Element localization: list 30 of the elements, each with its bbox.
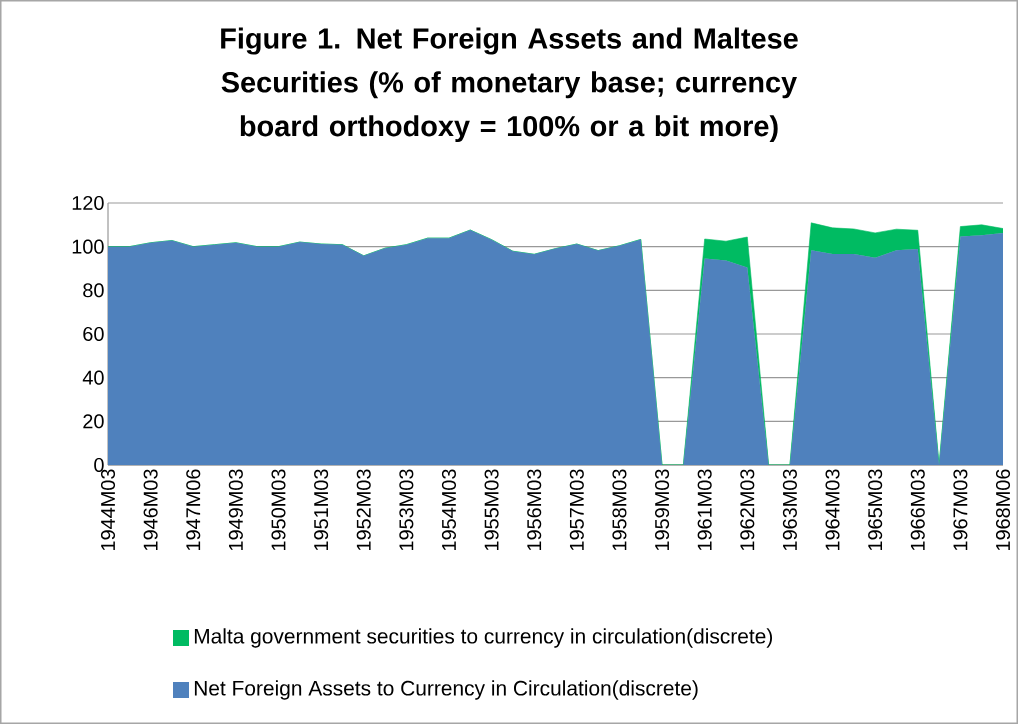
x-tick-label: 1963M03 xyxy=(782,469,797,551)
x-tick-label: 1958M03 xyxy=(612,469,627,551)
x-tick-label: 1957M03 xyxy=(569,469,584,551)
legend-label: Malta government securities to currency in circulation(discrete) xyxy=(194,628,773,648)
x-tick-label: 1952M03 xyxy=(356,469,371,551)
y-tick-label: 60 xyxy=(83,326,104,342)
y-tick-label: 20 xyxy=(83,414,104,429)
x-tick-label: 1956M03 xyxy=(527,469,542,551)
x-tick-label: 1950M03 xyxy=(271,469,286,551)
x-tick-label: 1954M03 xyxy=(441,469,457,551)
x-tick-label: 1951M03 xyxy=(314,469,329,551)
x-tick-label: 1961M03 xyxy=(697,469,712,551)
x-tick-label: 1955M03 xyxy=(484,469,499,551)
x-tick-label: 1966M03 xyxy=(910,469,925,551)
y-tick-label: 120 xyxy=(72,195,104,211)
x-tick-label: 1946M03 xyxy=(143,469,158,551)
y-tick-label: 100 xyxy=(72,239,104,254)
x-tick-label: 1962M03 xyxy=(740,469,755,551)
x-tick-label: 1947M06 xyxy=(186,469,201,551)
x-tick-label: 1953M03 xyxy=(399,469,414,551)
x-tick-label: 1965M03 xyxy=(868,469,883,551)
x-tick-label: 1959M03 xyxy=(655,469,670,551)
x-tick-label: 1967M03 xyxy=(953,469,968,551)
y-tick-label: 40 xyxy=(82,370,104,385)
legend-label: Net Foreign Assets to Currency in Circulation(discrete) xyxy=(194,680,698,700)
x-tick-label: 1949M03 xyxy=(228,469,243,551)
chart-title: Figure 1. Net Foreign Assets and Maltese Securities (% of monetary base; currency board orthodoxy = 100% or a bit more) xyxy=(221,27,798,143)
x-tick-label: 1968M06 xyxy=(995,469,1011,551)
x-tick-label: 1964M03 xyxy=(825,469,840,551)
y-tick-label: 80 xyxy=(83,283,104,298)
